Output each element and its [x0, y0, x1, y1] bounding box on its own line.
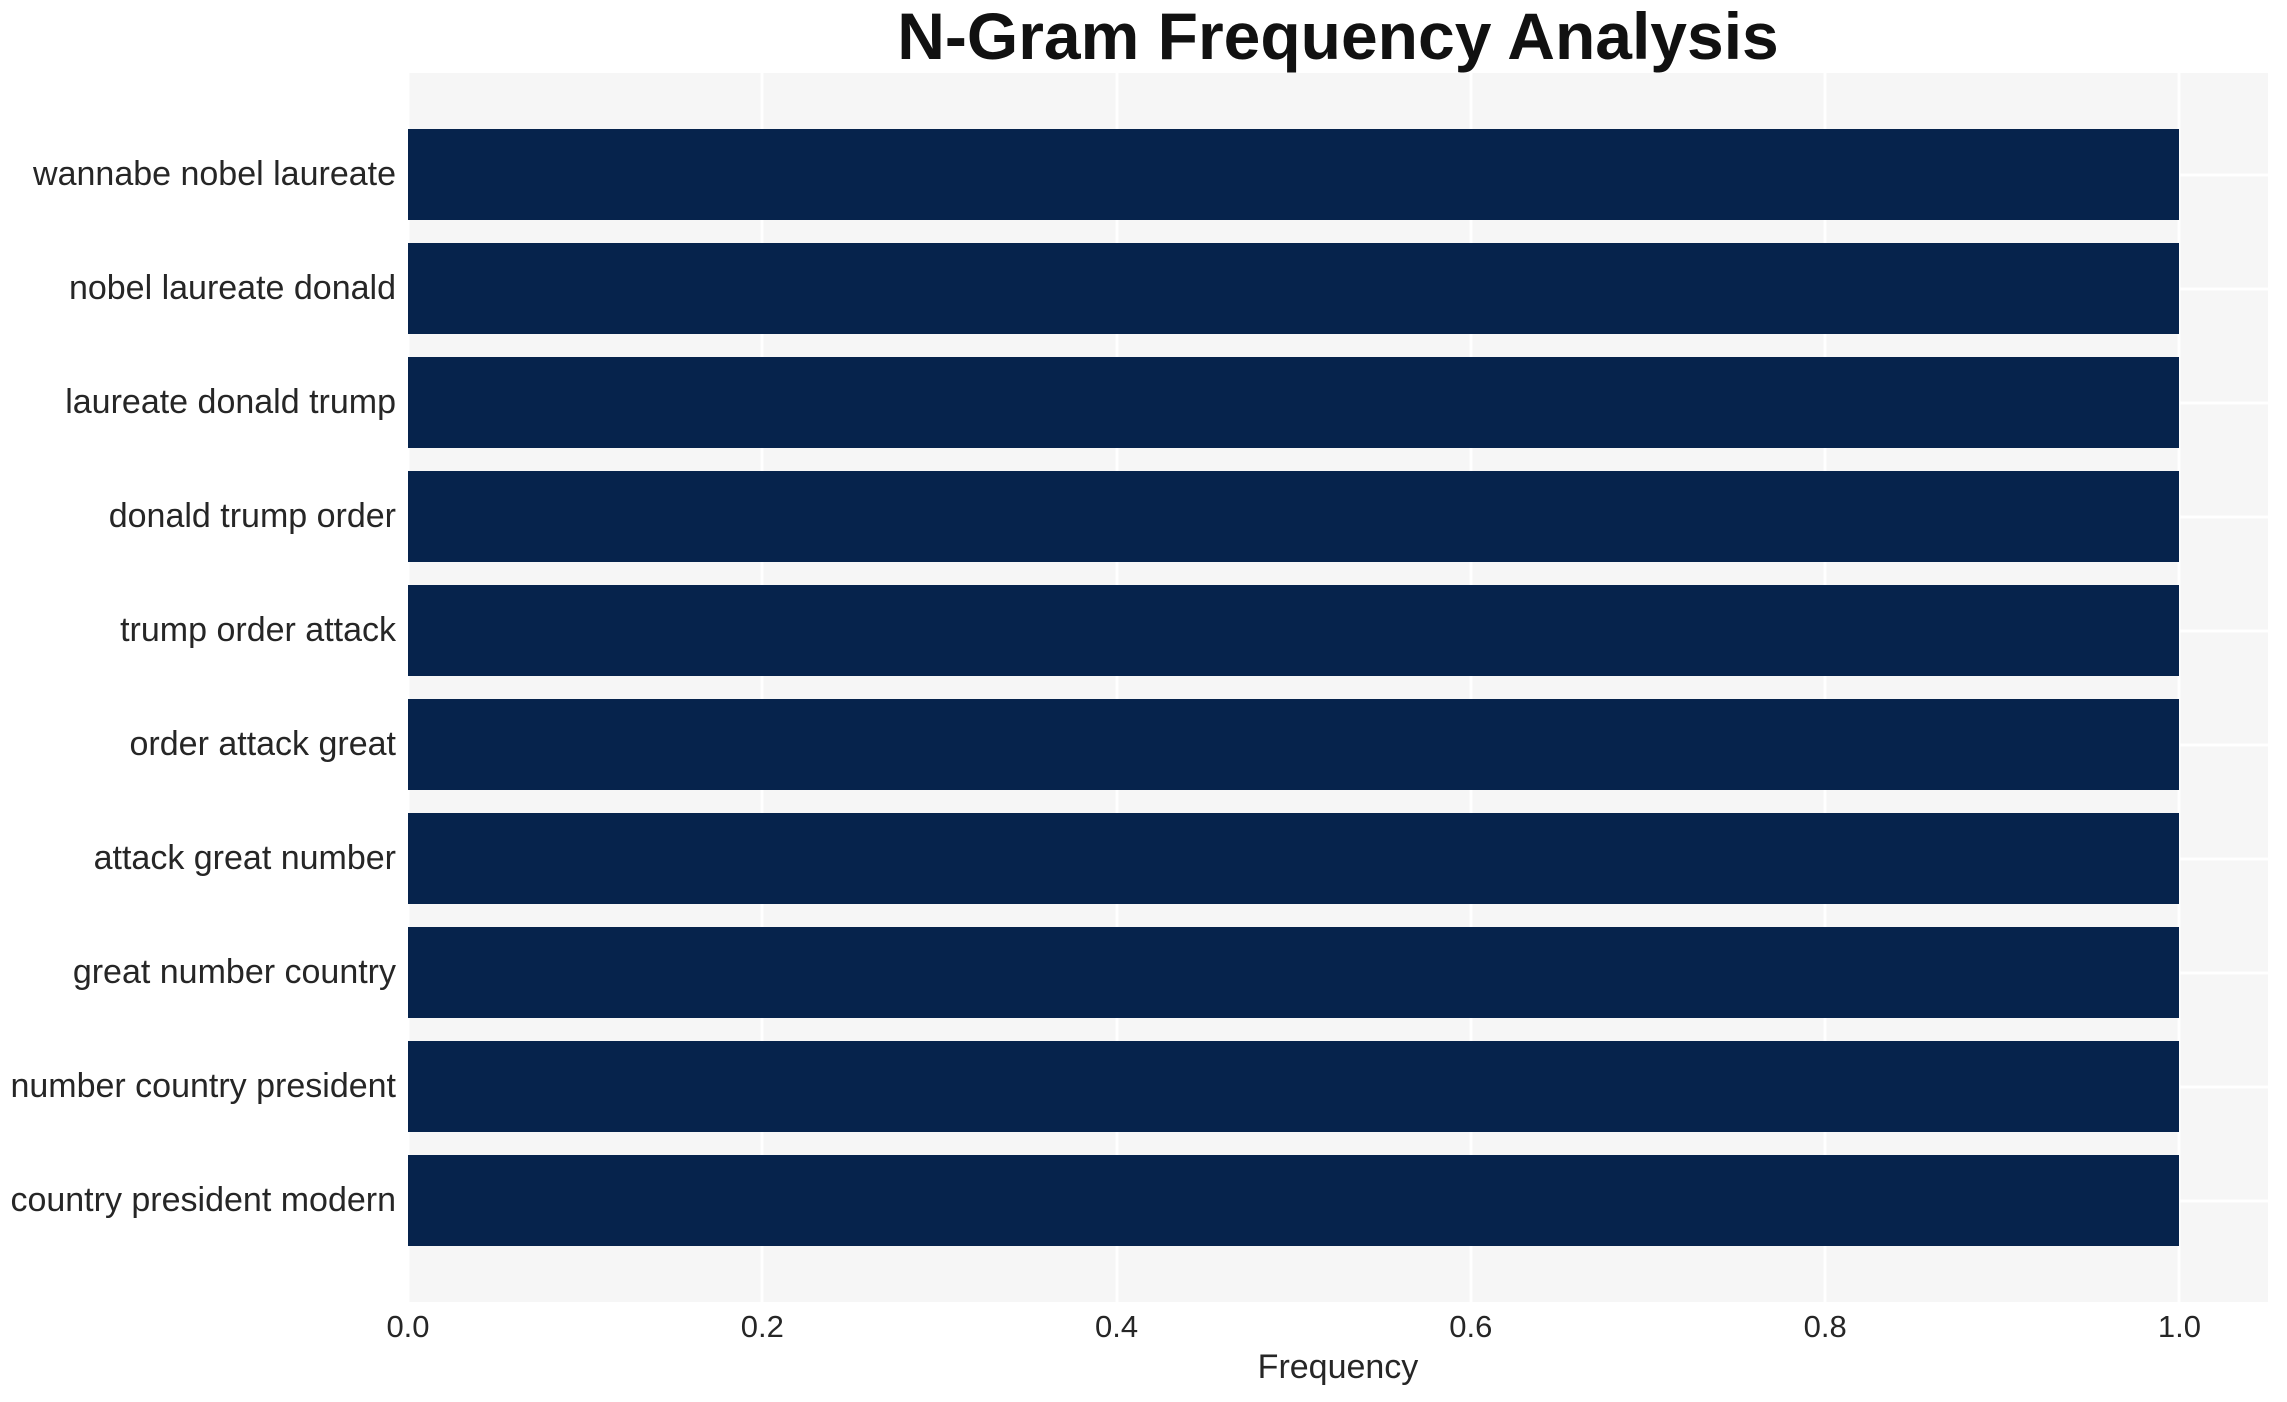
x-tick-label: 0.6: [1449, 1309, 1493, 1344]
vertical-gridline: [760, 73, 764, 1302]
bar: [408, 1155, 2180, 1246]
y-tick-label: attack great number: [93, 839, 396, 877]
y-tick-label: nobel laureate donald: [68, 269, 396, 307]
y-tick-label: order attack great: [129, 725, 396, 763]
bar: [408, 243, 2180, 334]
x-tick-label: 0.2: [740, 1309, 784, 1344]
bar: [408, 357, 2180, 448]
y-tick-label: country president modern: [10, 1181, 396, 1219]
x-tick-label: 0.0: [386, 1309, 430, 1344]
chart-title: N-Gram Frequency Analysis: [897, 0, 1779, 73]
vertical-gridline: [1115, 73, 1119, 1302]
bar: [408, 813, 2180, 904]
bar: [408, 129, 2180, 220]
bar: [408, 1041, 2180, 1132]
vertical-gridline: [2177, 73, 2181, 1302]
vertical-gridline: [1823, 73, 1827, 1302]
y-tick-label: donald trump order: [108, 497, 396, 535]
x-axis-label: Frequency: [1257, 1348, 1419, 1386]
bar: [408, 585, 2180, 676]
y-tick-label: great number country: [72, 953, 396, 991]
vertical-gridline: [1469, 73, 1473, 1302]
plot-area: [406, 73, 2268, 1302]
y-tick-label: number country president: [10, 1067, 396, 1105]
y-tick-label: laureate donald trump: [65, 383, 396, 421]
y-tick-label: wannabe nobel laureate: [33, 155, 396, 193]
x-tick-label: 0.8: [1803, 1309, 1847, 1344]
y-tick-label: trump order attack: [120, 611, 396, 649]
x-tick-label: 0.4: [1095, 1309, 1139, 1344]
bar: [408, 699, 2180, 790]
bar: [408, 471, 2180, 562]
x-tick-label: 1.0: [2157, 1309, 2201, 1344]
vertical-gridline: [406, 73, 410, 1302]
bar: [408, 927, 2180, 1018]
